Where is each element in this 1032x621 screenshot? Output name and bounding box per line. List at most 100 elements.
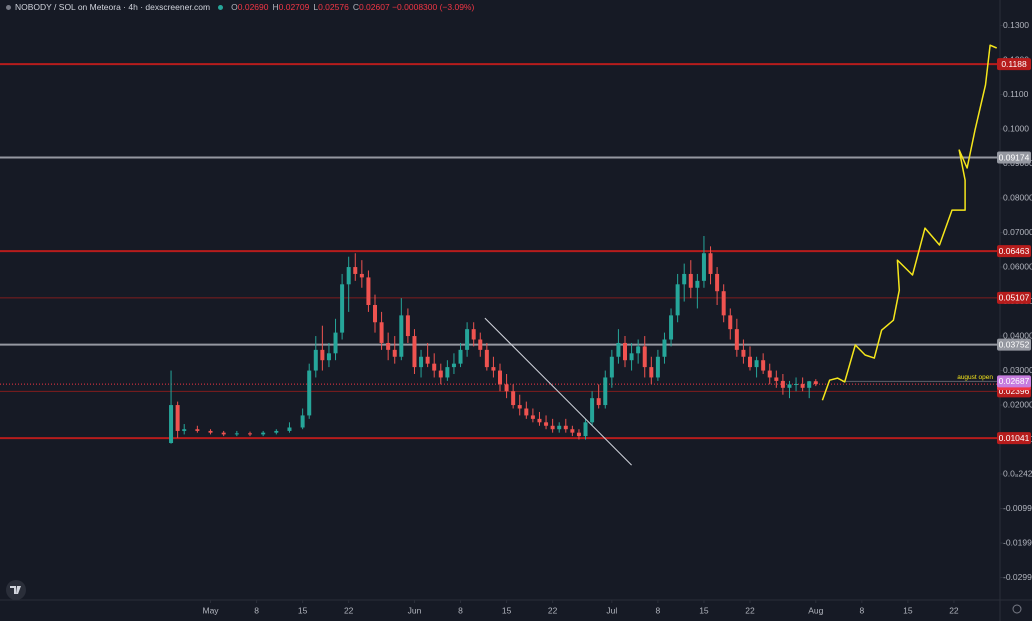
candle-body	[169, 405, 174, 444]
candle-body	[386, 342, 391, 350]
ohlc-key: H	[272, 2, 279, 12]
candle-body	[563, 425, 568, 430]
y-tick-label: 0.1000	[1003, 123, 1029, 133]
candle-body	[221, 432, 226, 435]
x-tick-label: 8	[458, 605, 463, 615]
x-tick-label: 22	[548, 605, 558, 615]
candle-body	[373, 305, 377, 323]
price-label: 0.09174	[999, 152, 1030, 162]
candle-body	[175, 405, 180, 431]
candle-body	[182, 429, 187, 431]
candle-body	[748, 356, 752, 368]
price-label: 0.03752	[999, 339, 1030, 349]
price-label-bg	[997, 245, 1031, 258]
price-label: 0.1188	[1001, 59, 1027, 69]
legend-header: NOBODY / SOL on Meteora · 4h · dexscreen…	[6, 1, 474, 13]
candle-body	[807, 381, 812, 388]
levels	[0, 63, 1000, 440]
candle-body	[261, 432, 266, 435]
candle-body	[754, 360, 759, 368]
x-tick-label: 8	[859, 605, 864, 615]
candle-body	[511, 391, 516, 406]
candle-body	[326, 353, 331, 361]
candle-body	[366, 277, 371, 306]
y-tick-label: 0.0₈2428	[1003, 468, 1032, 478]
candle-body	[695, 280, 700, 288]
candle-body	[484, 349, 489, 368]
candle-body	[530, 415, 535, 419]
candle-body	[609, 356, 614, 378]
candle-body	[471, 329, 476, 340]
candle-body	[419, 356, 424, 368]
candle-body	[432, 363, 437, 371]
price-label-bg	[997, 338, 1031, 351]
tv-logo[interactable]	[6, 580, 26, 600]
candle-body	[313, 349, 318, 371]
ohlc-key: L	[313, 2, 319, 12]
candle-body	[662, 339, 667, 357]
status-dot	[218, 5, 224, 11]
trend-line	[484, 317, 632, 466]
candle-body	[616, 342, 621, 357]
status-dot	[6, 5, 11, 11]
candle-body	[570, 429, 575, 433]
change: −0.0008300 (−3.09%)	[392, 2, 475, 12]
candle-body	[701, 253, 706, 281]
candle-body	[504, 384, 509, 392]
candle-body	[346, 267, 351, 285]
candle-body	[576, 432, 581, 437]
candle-body	[524, 408, 529, 416]
candle-body	[642, 346, 647, 368]
candle-body	[498, 370, 502, 385]
candle-body	[813, 381, 818, 385]
logo-mark	[10, 586, 21, 594]
candle-body	[195, 429, 200, 431]
y-tick-label: 0.06000	[1003, 261, 1032, 271]
ohlc-value: 0.02709	[278, 2, 310, 12]
candle-body	[465, 329, 470, 350]
level-annotation: august open	[957, 374, 993, 381]
price-label: 0.05107	[999, 293, 1030, 303]
y-tick-label: 0.02000	[1003, 399, 1032, 409]
candle-body	[767, 370, 772, 378]
candle-body	[629, 353, 634, 361]
candle-body	[774, 377, 779, 381]
candle-body	[399, 315, 404, 357]
settings-icon[interactable]	[1012, 604, 1022, 614]
candle-body	[359, 273, 364, 278]
candle-body	[234, 433, 239, 435]
price-label-bg	[997, 291, 1031, 304]
price-label-bg	[997, 375, 1031, 388]
candle-body	[340, 284, 345, 333]
x-tick-label: 15	[903, 605, 913, 615]
x-tick-label: 8	[254, 605, 259, 615]
candle-body	[623, 342, 627, 361]
y-tick-label: 0.1100	[1003, 89, 1029, 99]
candle-body	[728, 315, 733, 330]
candle-body	[544, 422, 549, 426]
x-tick-label: Jul	[606, 605, 617, 615]
candle-body	[794, 384, 799, 386]
y-tick-label: 0.04000	[1003, 330, 1032, 340]
candle-body	[353, 267, 358, 274]
candle-body	[715, 273, 720, 292]
y-tick-label: 0.07000	[1003, 227, 1032, 237]
candle-body	[603, 377, 608, 406]
x-tick-label: 22	[344, 605, 354, 615]
x-tick-label: 8	[656, 605, 661, 615]
price-label-bg	[997, 151, 1031, 164]
candle-body	[708, 253, 713, 274]
ohlc-values: O0.02690 H0.02709 L0.02576 C0.02607	[227, 2, 390, 12]
price-label: 0.06463	[999, 246, 1030, 256]
x-tick-label: 15	[699, 605, 709, 615]
price-label: 0.01041	[999, 433, 1030, 443]
ohlc-key: C	[352, 2, 359, 12]
price-label-bg	[997, 432, 1031, 445]
price-label-bg	[997, 58, 1031, 71]
candle-body	[300, 415, 305, 428]
candle-body	[800, 384, 805, 388]
x-tick-label: 15	[502, 605, 512, 615]
candle-body	[787, 384, 792, 388]
y-tick-label: -0.01999	[1003, 537, 1032, 547]
